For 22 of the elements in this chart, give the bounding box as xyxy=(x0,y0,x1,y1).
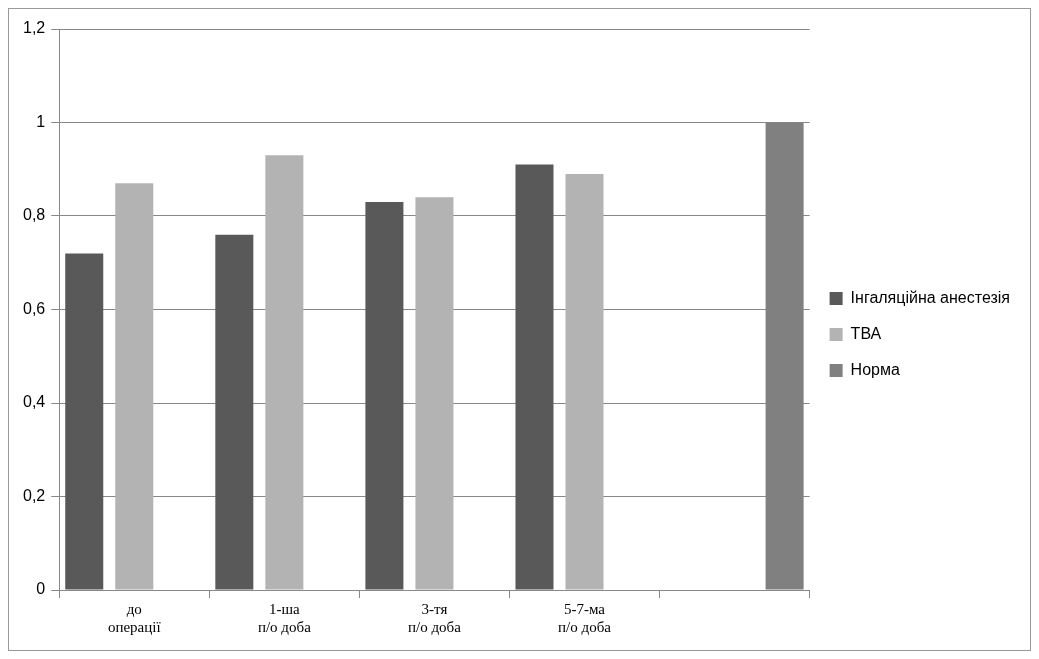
bar xyxy=(115,183,154,590)
bar xyxy=(515,164,554,590)
x-tick-label: 1-ша п/о доба xyxy=(257,600,312,635)
x-tick-label: 3-тя п/о доба xyxy=(407,600,462,635)
x-tick-label: 5-7-ма п/о доба xyxy=(558,600,612,635)
bar xyxy=(415,197,454,590)
bar xyxy=(215,234,254,590)
y-tick-label: 0 xyxy=(36,580,46,598)
bar xyxy=(365,201,404,590)
legend-label: ТВА xyxy=(850,324,882,342)
y-tick-label: 0,2 xyxy=(22,486,46,504)
y-tick-label: 0,6 xyxy=(22,299,46,317)
y-tick-label: 1 xyxy=(36,112,46,130)
legend-label: Норма xyxy=(850,360,900,378)
bar xyxy=(565,173,604,590)
y-tick-label: 1,2 xyxy=(22,19,46,37)
bar xyxy=(65,253,104,590)
x-tick-label: до операції xyxy=(107,600,162,635)
y-tick-label: 0,4 xyxy=(22,393,46,411)
legend-label: Інгаляційна анестезія xyxy=(850,288,1011,306)
bar xyxy=(265,155,304,590)
y-tick-label: 0,8 xyxy=(22,206,46,224)
